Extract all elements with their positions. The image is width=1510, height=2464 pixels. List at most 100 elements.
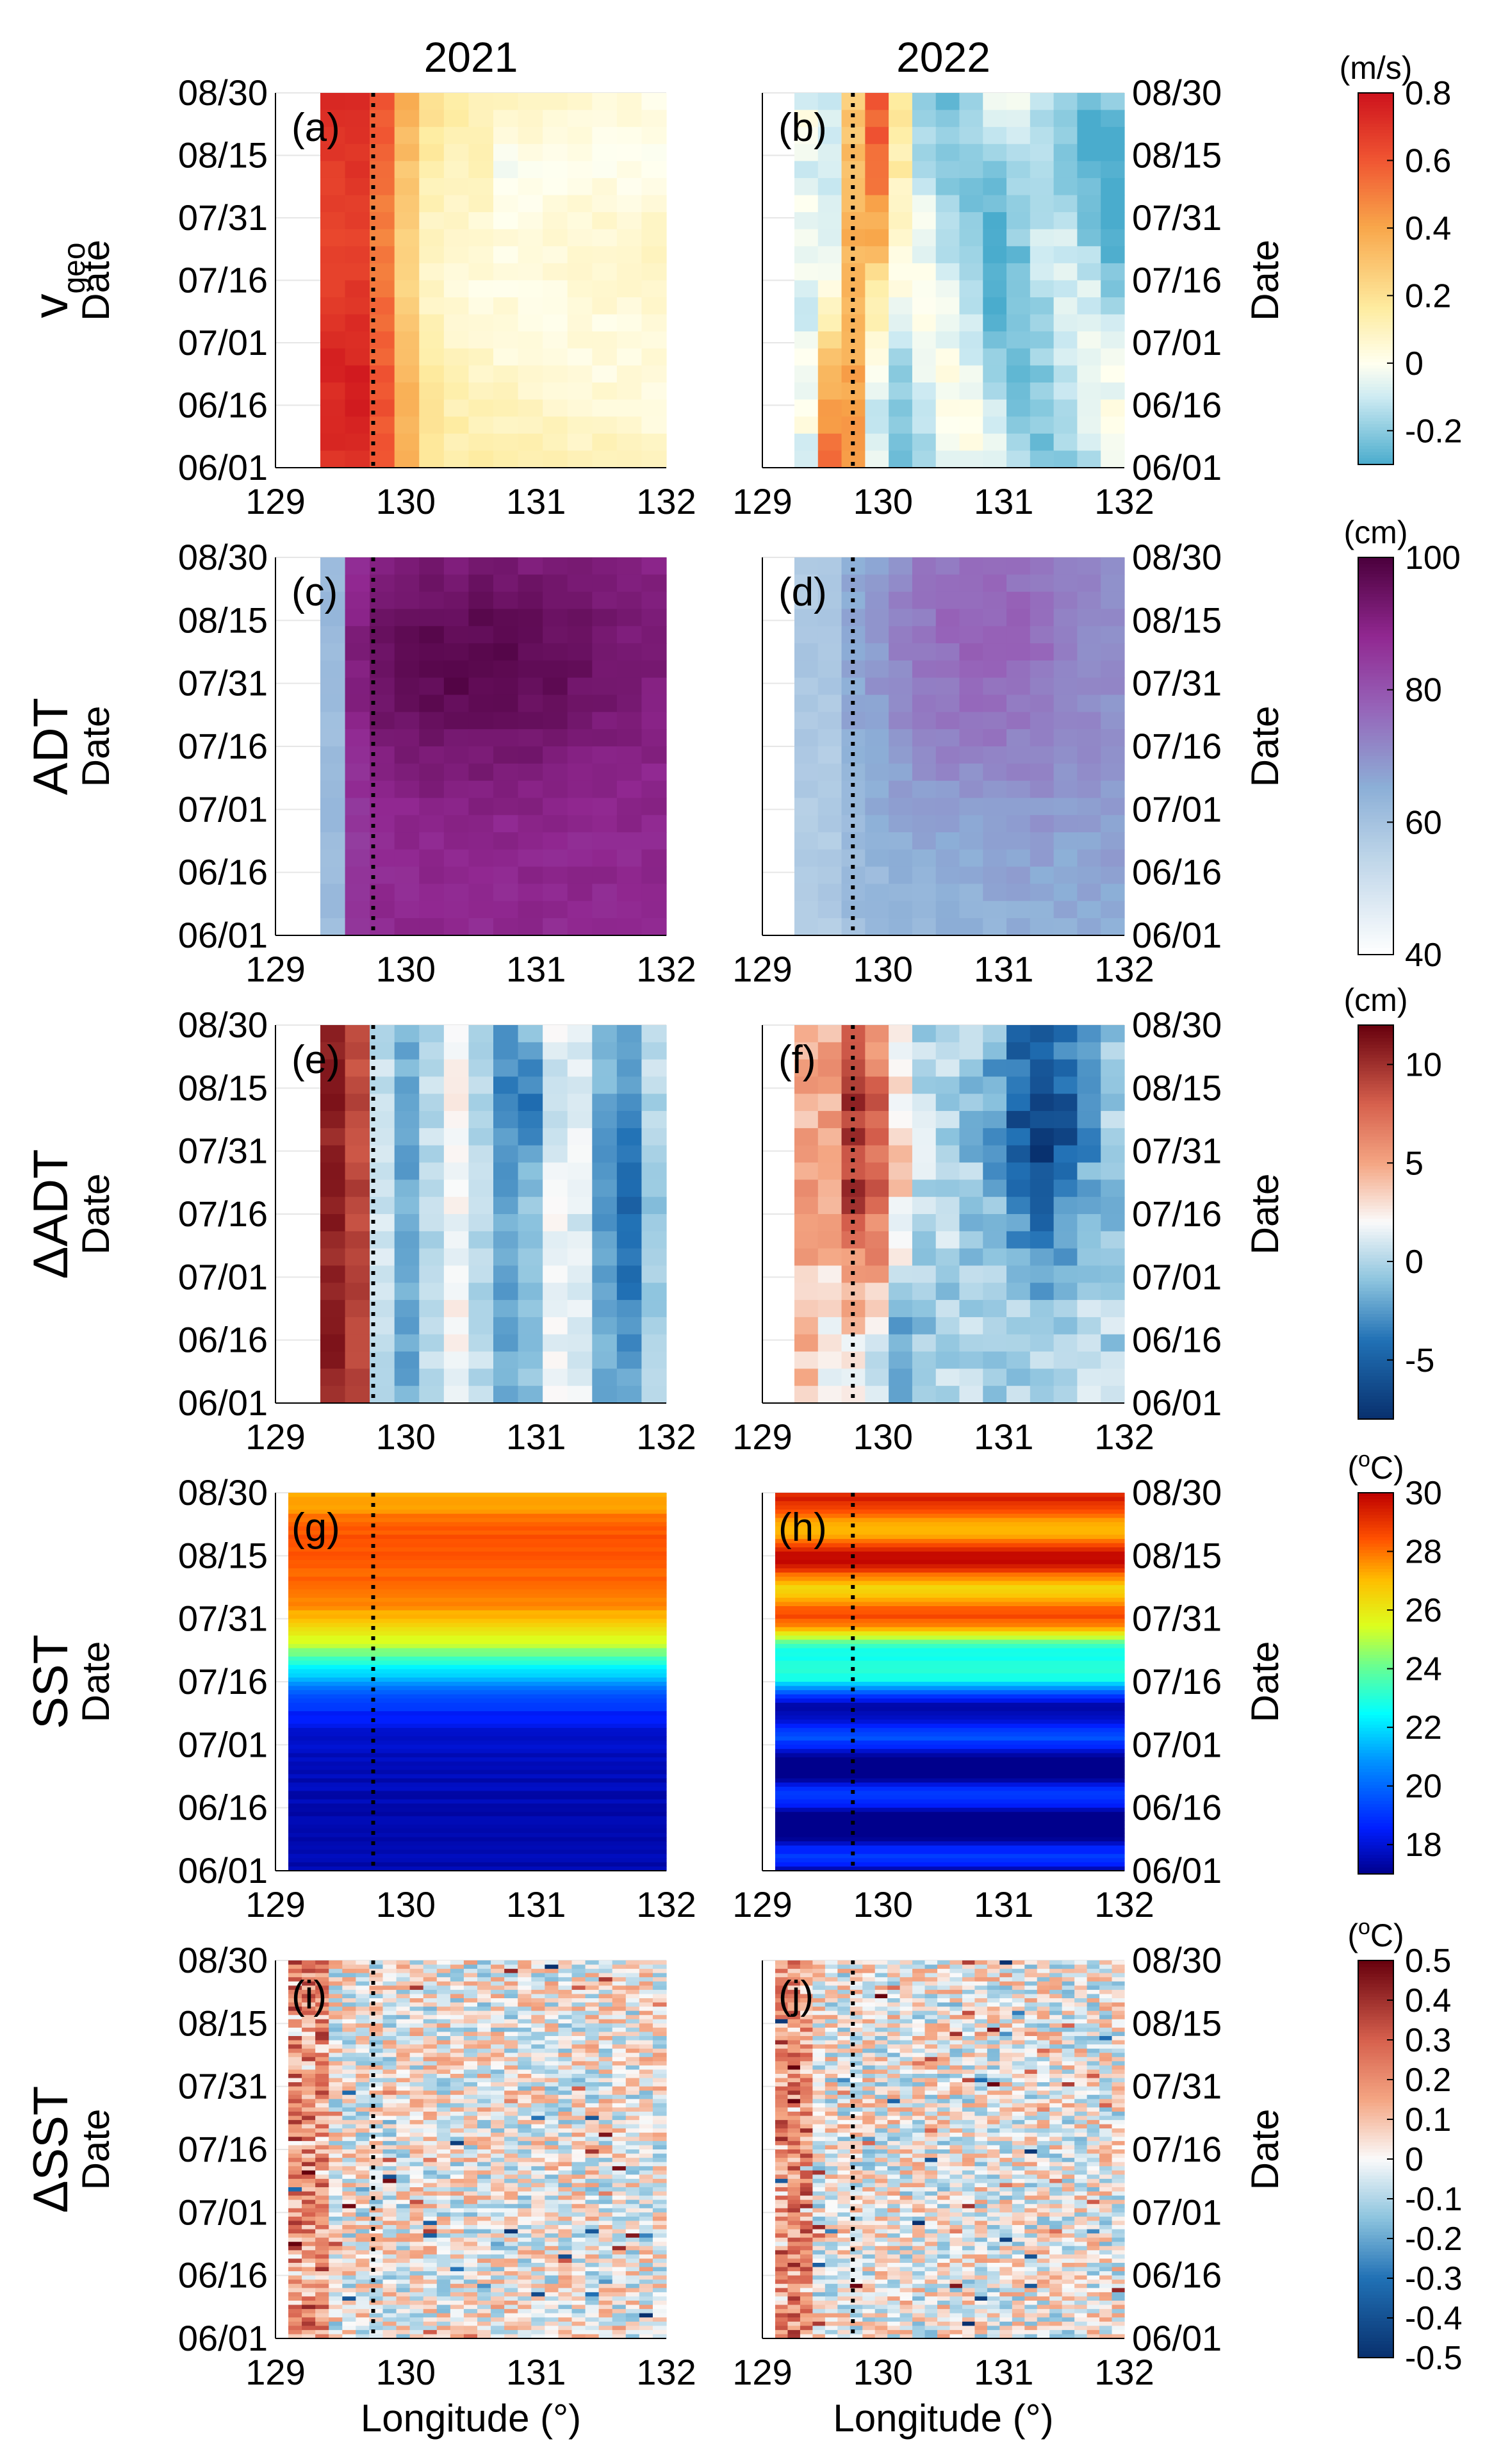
heatmap-cell bbox=[356, 1964, 370, 1969]
heatmap-cell bbox=[639, 2132, 653, 2137]
heatmap-cell bbox=[571, 2137, 586, 2142]
heatmap-cell bbox=[652, 2283, 667, 2288]
heatmap-cell bbox=[518, 660, 543, 678]
colorbar-segment bbox=[1358, 275, 1393, 279]
heatmap-cell bbox=[518, 763, 543, 782]
heatmap-cell bbox=[423, 2074, 438, 2079]
heatmap-cell bbox=[865, 212, 889, 230]
heatmap-cell bbox=[889, 127, 913, 145]
heatmap-cell bbox=[1006, 1300, 1031, 1318]
colorbar-segment bbox=[1358, 120, 1393, 124]
y-tick-label: 08/30 bbox=[1132, 537, 1222, 577]
colorbar-segment bbox=[1358, 399, 1393, 403]
heatmap-cell bbox=[288, 1518, 667, 1523]
heatmap-cell bbox=[585, 2279, 600, 2285]
heatmap-cell bbox=[1077, 229, 1101, 247]
heatmap-cell bbox=[841, 416, 866, 434]
heatmap-cell bbox=[571, 2015, 586, 2020]
heatmap-cell bbox=[545, 1985, 559, 1991]
heatmap-cell bbox=[369, 2242, 384, 2247]
heatmap-cell bbox=[571, 2196, 586, 2201]
heatmap-cell bbox=[616, 1162, 643, 1180]
heatmap-cell bbox=[315, 2149, 329, 2155]
heatmap-cell bbox=[639, 2166, 653, 2171]
heatmap-cell bbox=[558, 2229, 573, 2234]
heatmap-cell bbox=[865, 1283, 889, 1301]
heatmap-cell bbox=[419, 1197, 445, 1215]
heatmap-cell bbox=[409, 2254, 424, 2260]
heatmap-cell bbox=[329, 1973, 343, 1978]
heatmap-cell bbox=[543, 382, 568, 400]
heatmap-cell bbox=[423, 2221, 438, 2226]
heatmap-cell bbox=[1030, 798, 1055, 816]
heatmap-cell bbox=[775, 1614, 1125, 1620]
heatmap-cell bbox=[450, 2002, 464, 2007]
heatmap-cell bbox=[889, 177, 913, 196]
heatmap-cell bbox=[468, 280, 494, 298]
heatmap-cell bbox=[1030, 1197, 1055, 1215]
colorbar-segment bbox=[1358, 1297, 1393, 1302]
heatmap-cell bbox=[585, 2002, 600, 2007]
heatmap-cell bbox=[370, 763, 395, 782]
heatmap-cell bbox=[345, 1197, 370, 1215]
heatmap-cell bbox=[567, 1145, 593, 1163]
heatmap-cell bbox=[639, 2115, 653, 2121]
colorbar-segment bbox=[1358, 1120, 1393, 1124]
heatmap-cell bbox=[1006, 677, 1031, 696]
heatmap-cell bbox=[468, 694, 494, 712]
heatmap-cell bbox=[571, 2187, 586, 2192]
heatmap-cell bbox=[625, 1977, 640, 1982]
heatmap-cell bbox=[504, 2237, 518, 2242]
colorbar-segment bbox=[1358, 170, 1393, 174]
heatmap-cell bbox=[443, 1042, 470, 1060]
heatmap-cell bbox=[639, 2040, 653, 2045]
heatmap-cell bbox=[865, 849, 889, 867]
heatmap-cell bbox=[775, 1581, 1125, 1586]
heatmap-cell bbox=[641, 746, 667, 764]
heatmap-cell bbox=[345, 901, 370, 919]
heatmap-cell bbox=[652, 2061, 667, 2066]
heatmap-cell bbox=[409, 2149, 424, 2155]
heatmap-cell bbox=[356, 2090, 370, 2096]
colorbar-segment bbox=[1358, 1680, 1393, 1684]
heatmap-cell bbox=[652, 2010, 667, 2016]
heatmap-cell bbox=[315, 2191, 329, 2196]
heatmap-cell bbox=[639, 1969, 653, 1974]
heatmap-cell bbox=[571, 1981, 586, 1986]
heatmap-cell bbox=[463, 2048, 478, 2053]
heatmap-cell bbox=[302, 2225, 316, 2230]
heatmap-cell bbox=[419, 331, 445, 349]
heatmap-cell bbox=[436, 1994, 451, 1999]
heatmap-cell bbox=[450, 2271, 464, 2276]
heatmap-cell bbox=[612, 2183, 627, 2188]
heatmap-cell bbox=[571, 2162, 586, 2167]
heatmap-cell bbox=[912, 557, 937, 575]
heatmap-cell bbox=[493, 712, 519, 730]
heatmap-cell bbox=[639, 2267, 653, 2272]
heatmap-cell bbox=[493, 1351, 519, 1369]
heatmap-cell bbox=[463, 2216, 478, 2222]
heatmap-cell bbox=[329, 2065, 343, 2071]
heatmap-cell bbox=[320, 901, 346, 919]
heatmap-cell bbox=[345, 280, 370, 298]
heatmap-cell bbox=[558, 1998, 573, 2003]
heatmap-cell bbox=[423, 2250, 438, 2255]
heatmap-cell bbox=[865, 574, 889, 593]
heatmap-cell bbox=[639, 1973, 653, 1978]
heatmap-cell bbox=[1101, 557, 1125, 575]
colorbar-segment bbox=[1358, 257, 1393, 261]
heatmap-cell bbox=[342, 2115, 356, 2121]
heatmap-cell bbox=[356, 2233, 370, 2238]
heatmap-cell bbox=[571, 2057, 586, 2062]
heatmap-cell bbox=[567, 1317, 593, 1335]
colorbar-segment bbox=[1358, 1848, 1393, 1852]
heatmap-cell bbox=[463, 2237, 478, 2242]
heatmap-cell bbox=[518, 2115, 532, 2121]
heatmap-cell bbox=[409, 2275, 424, 2280]
colorbar-segment bbox=[1358, 779, 1393, 783]
heatmap-cell bbox=[356, 2065, 370, 2071]
heatmap-cell bbox=[320, 763, 346, 782]
heatmap-cell bbox=[518, 2166, 532, 2171]
heatmap-cell bbox=[571, 2027, 586, 2033]
heatmap-cell bbox=[639, 2137, 653, 2142]
